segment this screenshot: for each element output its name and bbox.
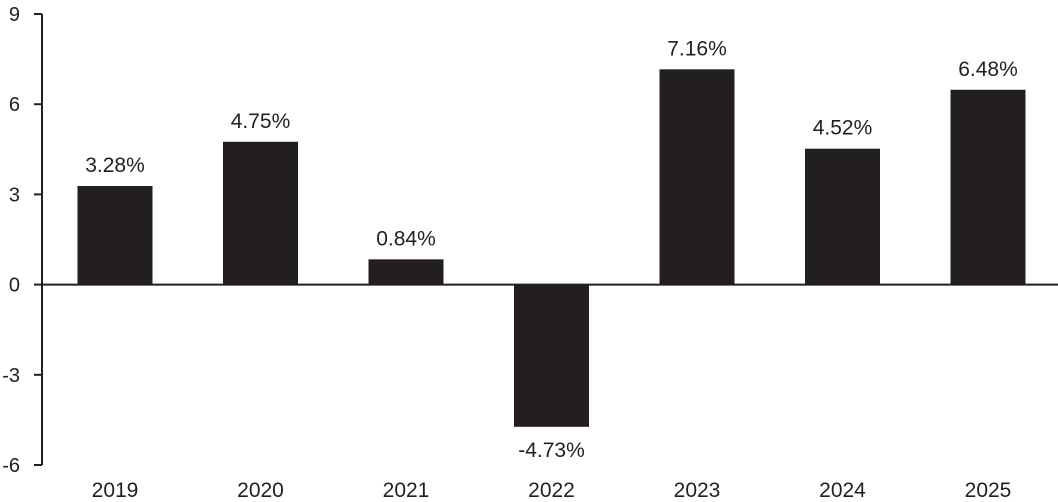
y-tick-label: 0 bbox=[9, 275, 20, 297]
x-tick-label-2022: 2022 bbox=[528, 479, 575, 502]
y-tick-label: -3 bbox=[2, 365, 20, 387]
y-tick-label: -6 bbox=[2, 455, 20, 477]
y-tick-label: 9 bbox=[9, 4, 20, 26]
data-label-2024: 4.52% bbox=[813, 117, 873, 140]
bar-2024 bbox=[805, 148, 880, 285]
data-labels-group: 3.28% 4.75% 0.84% -4.73% 7.16% 4.52% 6.48% bbox=[85, 37, 1018, 461]
bar-2023 bbox=[659, 69, 735, 285]
bars-group bbox=[77, 69, 1026, 427]
bar-2022 bbox=[514, 284, 589, 427]
data-label-2019: 3.28% bbox=[85, 154, 145, 177]
x-tick-label-2025: 2025 bbox=[965, 479, 1012, 502]
data-label-2020: 4.75% bbox=[231, 110, 291, 133]
x-tick-label-2021: 2021 bbox=[383, 479, 430, 502]
data-label-2021: 0.84% bbox=[376, 227, 436, 250]
x-tick-label-2024: 2024 bbox=[819, 479, 866, 502]
x-tick-labels-group: 2019 2020 2021 2022 2023 2024 2025 bbox=[92, 479, 1012, 502]
data-label-2022: -4.73% bbox=[518, 439, 585, 462]
y-ticks-group: 9 6 3 0 -3 -6 bbox=[2, 4, 42, 477]
bar-2019 bbox=[77, 185, 153, 285]
x-tick-label-2020: 2020 bbox=[237, 479, 284, 502]
y-tick-label: 3 bbox=[9, 184, 20, 206]
bar-2020 bbox=[223, 141, 298, 285]
bar-2025 bbox=[950, 89, 1026, 285]
x-tick-label-2019: 2019 bbox=[92, 479, 139, 502]
data-label-2023: 7.16% bbox=[667, 37, 727, 60]
data-label-2025: 6.48% bbox=[958, 58, 1018, 81]
x-tick-label-2023: 2023 bbox=[674, 479, 721, 502]
y-tick-label: 6 bbox=[9, 94, 20, 116]
bar-2021 bbox=[368, 259, 444, 285]
